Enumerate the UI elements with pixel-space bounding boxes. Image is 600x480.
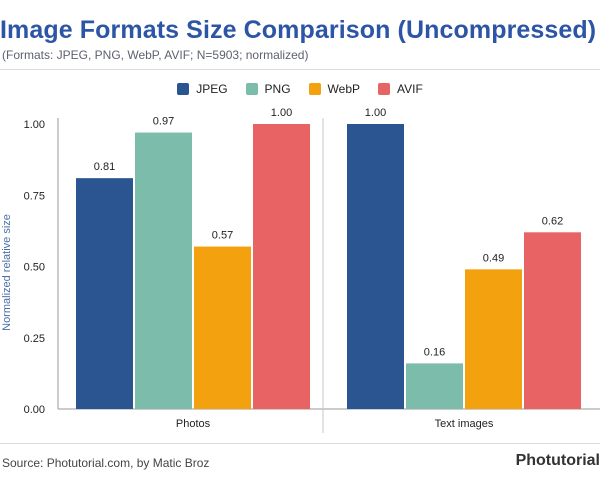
legend-swatch-webp — [308, 83, 321, 95]
bar-png-text-images — [406, 363, 463, 409]
data-label-png-text-images: 0.16 — [424, 346, 445, 358]
bar-avif-photos — [253, 124, 310, 409]
y-tick-label-1: 0.25 — [24, 333, 45, 345]
source-credit: Source: Photutorial.com, by Matic Broz — [2, 456, 210, 470]
legend-item-webp: WebP — [308, 82, 361, 96]
y-tick-label-4: 1.00 — [24, 119, 45, 131]
data-label-jpeg-text-images: 1.00 — [365, 107, 386, 119]
bar-webp-photos — [194, 246, 251, 409]
legend-swatch-png — [245, 83, 258, 95]
x-category-label-0: Photos — [176, 418, 211, 430]
data-label-avif-photos: 1.00 — [271, 107, 292, 119]
data-label-webp-photos: 0.57 — [212, 230, 233, 242]
brand-logo: Photutorial — [515, 452, 600, 469]
y-tick-label-3: 0.75 — [24, 190, 45, 202]
y-tick-label-2: 0.50 — [24, 262, 45, 274]
chart-legend: JPEG PNG WebP AVIF — [0, 82, 600, 96]
legend-label-webp: WebP — [327, 82, 361, 96]
data-label-jpeg-photos: 0.81 — [94, 161, 115, 173]
legend-label-jpeg: JPEG — [196, 82, 228, 96]
chart-title: Image Formats Size Comparison (Uncompres… — [0, 16, 597, 44]
bar-jpeg-photos — [76, 178, 133, 409]
bar-png-photos — [135, 132, 192, 410]
data-label-avif-text-images: 0.62 — [542, 215, 563, 227]
y-axis-title: Normalized relative size — [1, 214, 13, 331]
chart-subtitle: (Formats: JPEG, PNG, WebP, AVIF; N=5903;… — [2, 48, 309, 62]
legend-label-png: PNG — [264, 82, 291, 96]
header-divider — [0, 69, 600, 70]
footer-divider — [0, 443, 600, 444]
legend-item-jpeg: JPEG — [177, 82, 228, 96]
legend-item-avif: AVIF — [378, 82, 423, 96]
x-category-label-1: Text images — [435, 418, 494, 430]
legend-item-png: PNG — [245, 82, 291, 96]
bar-avif-text-images — [524, 232, 581, 409]
bar-webp-text-images — [465, 269, 522, 409]
legend-swatch-jpeg — [177, 83, 190, 95]
legend-swatch-avif — [378, 83, 391, 95]
data-label-png-photos: 0.97 — [153, 116, 174, 128]
data-label-webp-text-images: 0.49 — [483, 252, 504, 264]
bar-jpeg-text-images — [347, 124, 404, 409]
y-tick-label-0: 0.00 — [24, 404, 45, 416]
legend-label-avif: AVIF — [397, 82, 423, 96]
